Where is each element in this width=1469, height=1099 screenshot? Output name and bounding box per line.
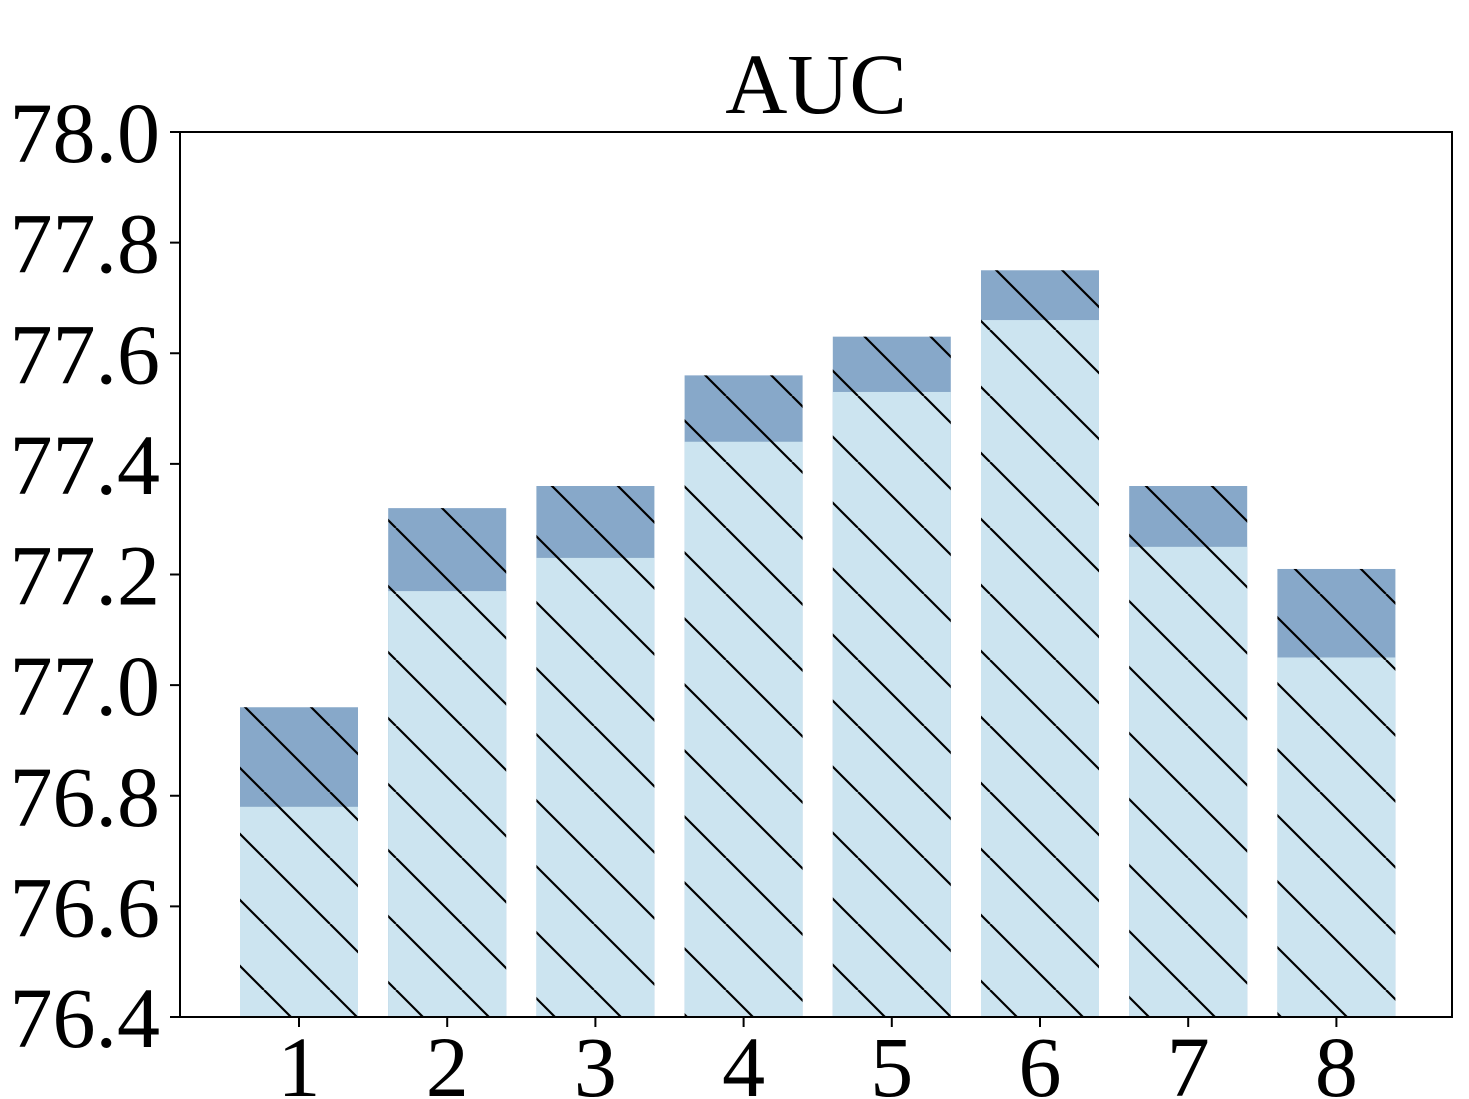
x-tick-label: 1 [278,1019,321,1099]
bar-hatch-3 [536,486,655,1017]
y-tick-label: 76.8 [10,749,161,845]
bar-hatch-8 [1277,568,1396,1017]
x-tick-label: 6 [1019,1019,1062,1099]
y-tick-label: 77.4 [10,417,161,513]
y-tick-label: 77.8 [10,196,161,292]
bar-hatch-1 [240,707,358,1017]
bar-hatch-7 [1129,486,1248,1017]
x-tick-label: 8 [1315,1019,1358,1099]
x-axis: 1 2 3 4 5 6 7 8 [278,1017,1358,1099]
y-tick-label: 76.6 [10,859,161,955]
x-tick-label: 2 [426,1019,469,1099]
bar-hatch-2 [388,508,507,1017]
x-tick-label: 5 [870,1019,913,1099]
y-tick-label: 77.0 [10,638,161,734]
bars-group [240,270,1396,1017]
bar-hatch-6 [981,270,1099,1017]
x-tick-label: 4 [722,1019,765,1099]
chart-title: AUC [725,36,907,132]
y-tick-label: 78.0 [10,85,161,181]
y-tick-label: 77.2 [10,528,161,624]
plot-frame [179,131,1453,1018]
y-tick-label: 76.4 [10,970,161,1066]
bar-hatch-5 [832,336,951,1017]
x-tick-label: 3 [574,1019,617,1099]
y-tick-label: 77.6 [10,306,161,402]
y-axis: 76.4 76.6 76.8 77.0 77.2 77.4 77.6 77.8 78.0 [10,85,180,1066]
bar-hatch-4 [684,375,803,1017]
x-tick-label: 7 [1167,1019,1210,1099]
